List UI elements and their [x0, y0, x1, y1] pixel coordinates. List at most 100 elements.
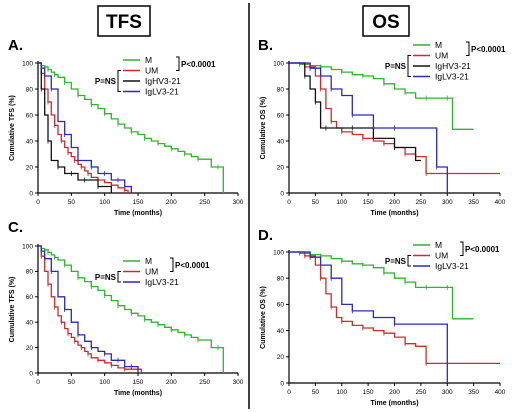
x-tick-label: 300	[442, 199, 453, 206]
legend-label: M	[435, 240, 442, 250]
x-axis-label: Time (months)	[114, 210, 162, 217]
y-tick-label: 20	[277, 164, 285, 171]
x-tick-label: 0	[287, 199, 291, 206]
x-tick-label: 150	[133, 379, 144, 386]
ns-bracket	[117, 271, 121, 283]
x-tick-label: 400	[495, 199, 506, 206]
stat-ns: P=NS	[385, 62, 407, 71]
x-tick-label: 0	[287, 389, 291, 396]
x-tick-label: 200	[389, 389, 400, 396]
header-left: TFS	[97, 5, 151, 37]
x-tick-label: 0	[36, 199, 40, 206]
x-tick-label: 350	[468, 389, 479, 396]
legend-label: UM	[435, 51, 448, 61]
y-tick-label: 40	[26, 138, 34, 145]
x-tick-label: 150	[363, 199, 374, 206]
legend-label: UM	[145, 267, 158, 277]
panel-letter: B.	[258, 37, 273, 54]
y-tick-label: 60	[26, 112, 34, 119]
y-tick-label: 20	[26, 164, 34, 171]
x-tick-label: 100	[99, 199, 110, 206]
panel-c: C. 0 20 40 60 80 100 0 50 100 150 200 250 300 Time (mo…	[8, 219, 244, 397]
y-tick-label: 20	[26, 345, 34, 352]
y-tick-label: 80	[26, 86, 34, 93]
x-axis-label: Time (months)	[114, 390, 162, 397]
x-tick-label: 150	[363, 389, 374, 396]
legend-label: UM	[435, 251, 448, 261]
legend-label: IgLV3-21	[145, 87, 179, 97]
x-tick-label: 100	[336, 199, 347, 206]
y-tick-label: 80	[277, 86, 285, 93]
legend-label: IgHV3-21	[435, 61, 471, 71]
x-tick-label: 50	[312, 199, 320, 206]
panel-a: A. 0 20 40 60 80 100 0 50 100 150 200 250 300 Time (mo…	[8, 37, 244, 217]
y-tick-label: 0	[280, 190, 284, 197]
series-ighv3-21-line	[289, 62, 421, 162]
legend-label: M	[145, 55, 152, 65]
series-um-line	[38, 245, 142, 373]
header-right: OS	[362, 5, 410, 37]
x-tick-label: 200	[389, 199, 400, 206]
significance-bracket	[466, 41, 470, 56]
y-tick-label: 40	[26, 320, 34, 327]
y-tick-label: 0	[280, 380, 284, 387]
x-axis-label: Time (months)	[370, 210, 418, 217]
stat-significant: P<0.0001	[471, 45, 506, 54]
y-axis-label: Cumulative TFS (%)	[9, 277, 16, 343]
y-tick-label: 60	[277, 302, 285, 309]
series-iglv3-21-line	[289, 251, 448, 383]
x-tick-label: 50	[68, 199, 76, 206]
panel-letter: A.	[8, 37, 23, 54]
y-tick-label: 100	[22, 243, 33, 250]
x-tick-label: 100	[99, 379, 110, 386]
panel-b: B. 0 20 40 60 80 100 0 50 100 150 200 250 300 350 400 Ti…	[258, 37, 506, 217]
y-tick-label: 0	[29, 190, 33, 197]
significance-bracket	[170, 257, 174, 272]
x-tick-label: 300	[233, 379, 244, 386]
x-tick-label: 50	[312, 389, 320, 396]
x-tick-label: 400	[495, 389, 506, 396]
ns-bracket	[407, 55, 411, 77]
y-axis-label: Cumulative OS (%)	[260, 97, 267, 160]
header-right-text: OS	[372, 12, 399, 33]
panel-letter: C.	[8, 219, 23, 236]
significance-bracket	[460, 241, 464, 256]
header-left-text: TFS	[106, 12, 142, 33]
x-tick-label: 350	[468, 199, 479, 206]
y-tick-label: 0	[29, 370, 33, 377]
x-tick-label: 250	[199, 199, 210, 206]
stat-ns: P=NS	[95, 273, 117, 282]
stat-significant: P<0.0001	[465, 245, 500, 254]
y-tick-label: 80	[26, 269, 34, 276]
stat-ns: P=NS	[385, 257, 407, 266]
x-tick-label: 0	[36, 379, 40, 386]
y-tick-label: 60	[26, 294, 34, 301]
y-axis-label: Cumulative TFS (%)	[9, 95, 16, 161]
x-tick-label: 300	[233, 199, 244, 206]
series-um-line	[289, 62, 500, 175]
ns-bracket	[117, 70, 121, 92]
y-tick-label: 100	[273, 249, 284, 256]
series-um-line	[289, 251, 500, 365]
y-tick-label: 60	[277, 112, 285, 119]
series-ighv3-21-line	[38, 62, 112, 193]
y-tick-label: 100	[22, 60, 33, 67]
x-tick-label: 250	[415, 389, 426, 396]
legend-label: M	[435, 40, 442, 50]
x-tick-label: 150	[133, 199, 144, 206]
stat-significant: P<0.0001	[175, 261, 210, 270]
stat-significant: P<0.0001	[181, 60, 216, 69]
legend-label: IgLV3-21	[435, 72, 469, 82]
y-tick-label: 40	[277, 138, 285, 145]
legend-label: IgLV3-21	[145, 277, 179, 287]
legend-label: IgLV3-21	[435, 261, 469, 271]
x-tick-label: 250	[199, 379, 210, 386]
legend-label: M	[145, 256, 152, 266]
x-tick-label: 50	[68, 379, 76, 386]
series-iglv3-21-line	[38, 62, 132, 193]
